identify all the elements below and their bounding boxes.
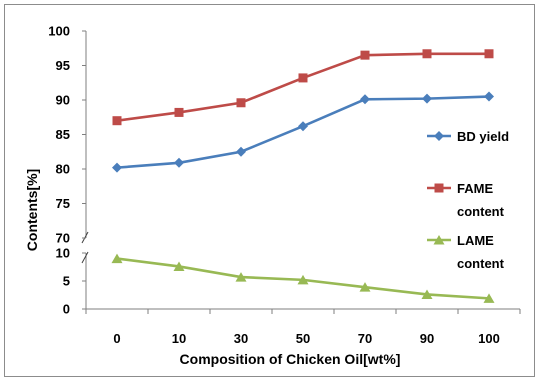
data-point — [112, 116, 122, 126]
data-point — [236, 146, 246, 157]
data-point — [421, 289, 433, 299]
chart-frame — [4, 4, 535, 377]
y-tick-label: 75 — [56, 196, 70, 211]
data-point — [484, 49, 494, 59]
x-tick-label: 100 — [478, 331, 500, 346]
y-tick-label: 85 — [56, 127, 70, 142]
y-tick-label: 80 — [56, 162, 70, 177]
data-point — [298, 73, 308, 83]
data-point — [422, 49, 432, 59]
x-tick-label: 0 — [113, 331, 120, 346]
y-tick-label: 100 — [48, 24, 70, 39]
legend-item: FAME content — [427, 181, 505, 219]
axis-break-mark — [81, 251, 89, 264]
x-tick-label: 30 — [234, 331, 248, 346]
data-point — [359, 282, 371, 292]
legend-marker — [434, 183, 444, 193]
legend-label: BD yield — [457, 129, 509, 144]
legend-label: LAME — [457, 233, 494, 248]
data-point — [236, 98, 246, 108]
legend-label: content — [457, 204, 505, 219]
x-tick-label: 10 — [172, 331, 186, 346]
y-tick-label: 0 — [63, 302, 70, 317]
series-line — [116, 52, 489, 122]
y-tick-label: 70 — [56, 231, 70, 246]
x-axis-title: Composition of Chicken Oil[wt%] — [180, 351, 401, 367]
data-point — [174, 107, 184, 117]
legend-label: FAME — [457, 181, 493, 196]
legend-item: LAME content — [427, 233, 505, 271]
series-bd-yield — [112, 91, 494, 173]
series-lame-content — [111, 253, 495, 303]
data-point — [360, 50, 370, 60]
data-point — [484, 91, 494, 102]
data-point — [422, 93, 432, 104]
data-point — [298, 121, 308, 132]
y-tick-label: 10 — [56, 246, 70, 261]
legend: BD yield FAME content LAME content — [427, 129, 509, 271]
data-point — [112, 162, 122, 173]
data-point — [297, 274, 309, 285]
y-tick-label: 5 — [63, 274, 70, 289]
legend-label: content — [457, 256, 505, 271]
x-tick-label: 70 — [358, 331, 372, 346]
legend-marker — [434, 131, 444, 141]
x-tick-label: 50 — [296, 331, 310, 346]
y-tick-label: 95 — [56, 58, 70, 73]
x-tick-label: 90 — [420, 331, 434, 346]
series-fame-content — [112, 49, 494, 126]
y-tick-label: 90 — [56, 93, 70, 108]
data-point — [360, 94, 370, 105]
data-point — [173, 261, 185, 271]
series-line — [116, 95, 490, 169]
legend-item: BD yield — [427, 129, 509, 144]
y-axis-title: Contents[%] — [24, 169, 40, 251]
data-point — [483, 293, 495, 303]
series-layer — [111, 49, 495, 303]
data-point — [235, 272, 247, 282]
data-point — [111, 253, 123, 264]
legend-marker — [433, 235, 445, 245]
data-point — [174, 157, 184, 168]
